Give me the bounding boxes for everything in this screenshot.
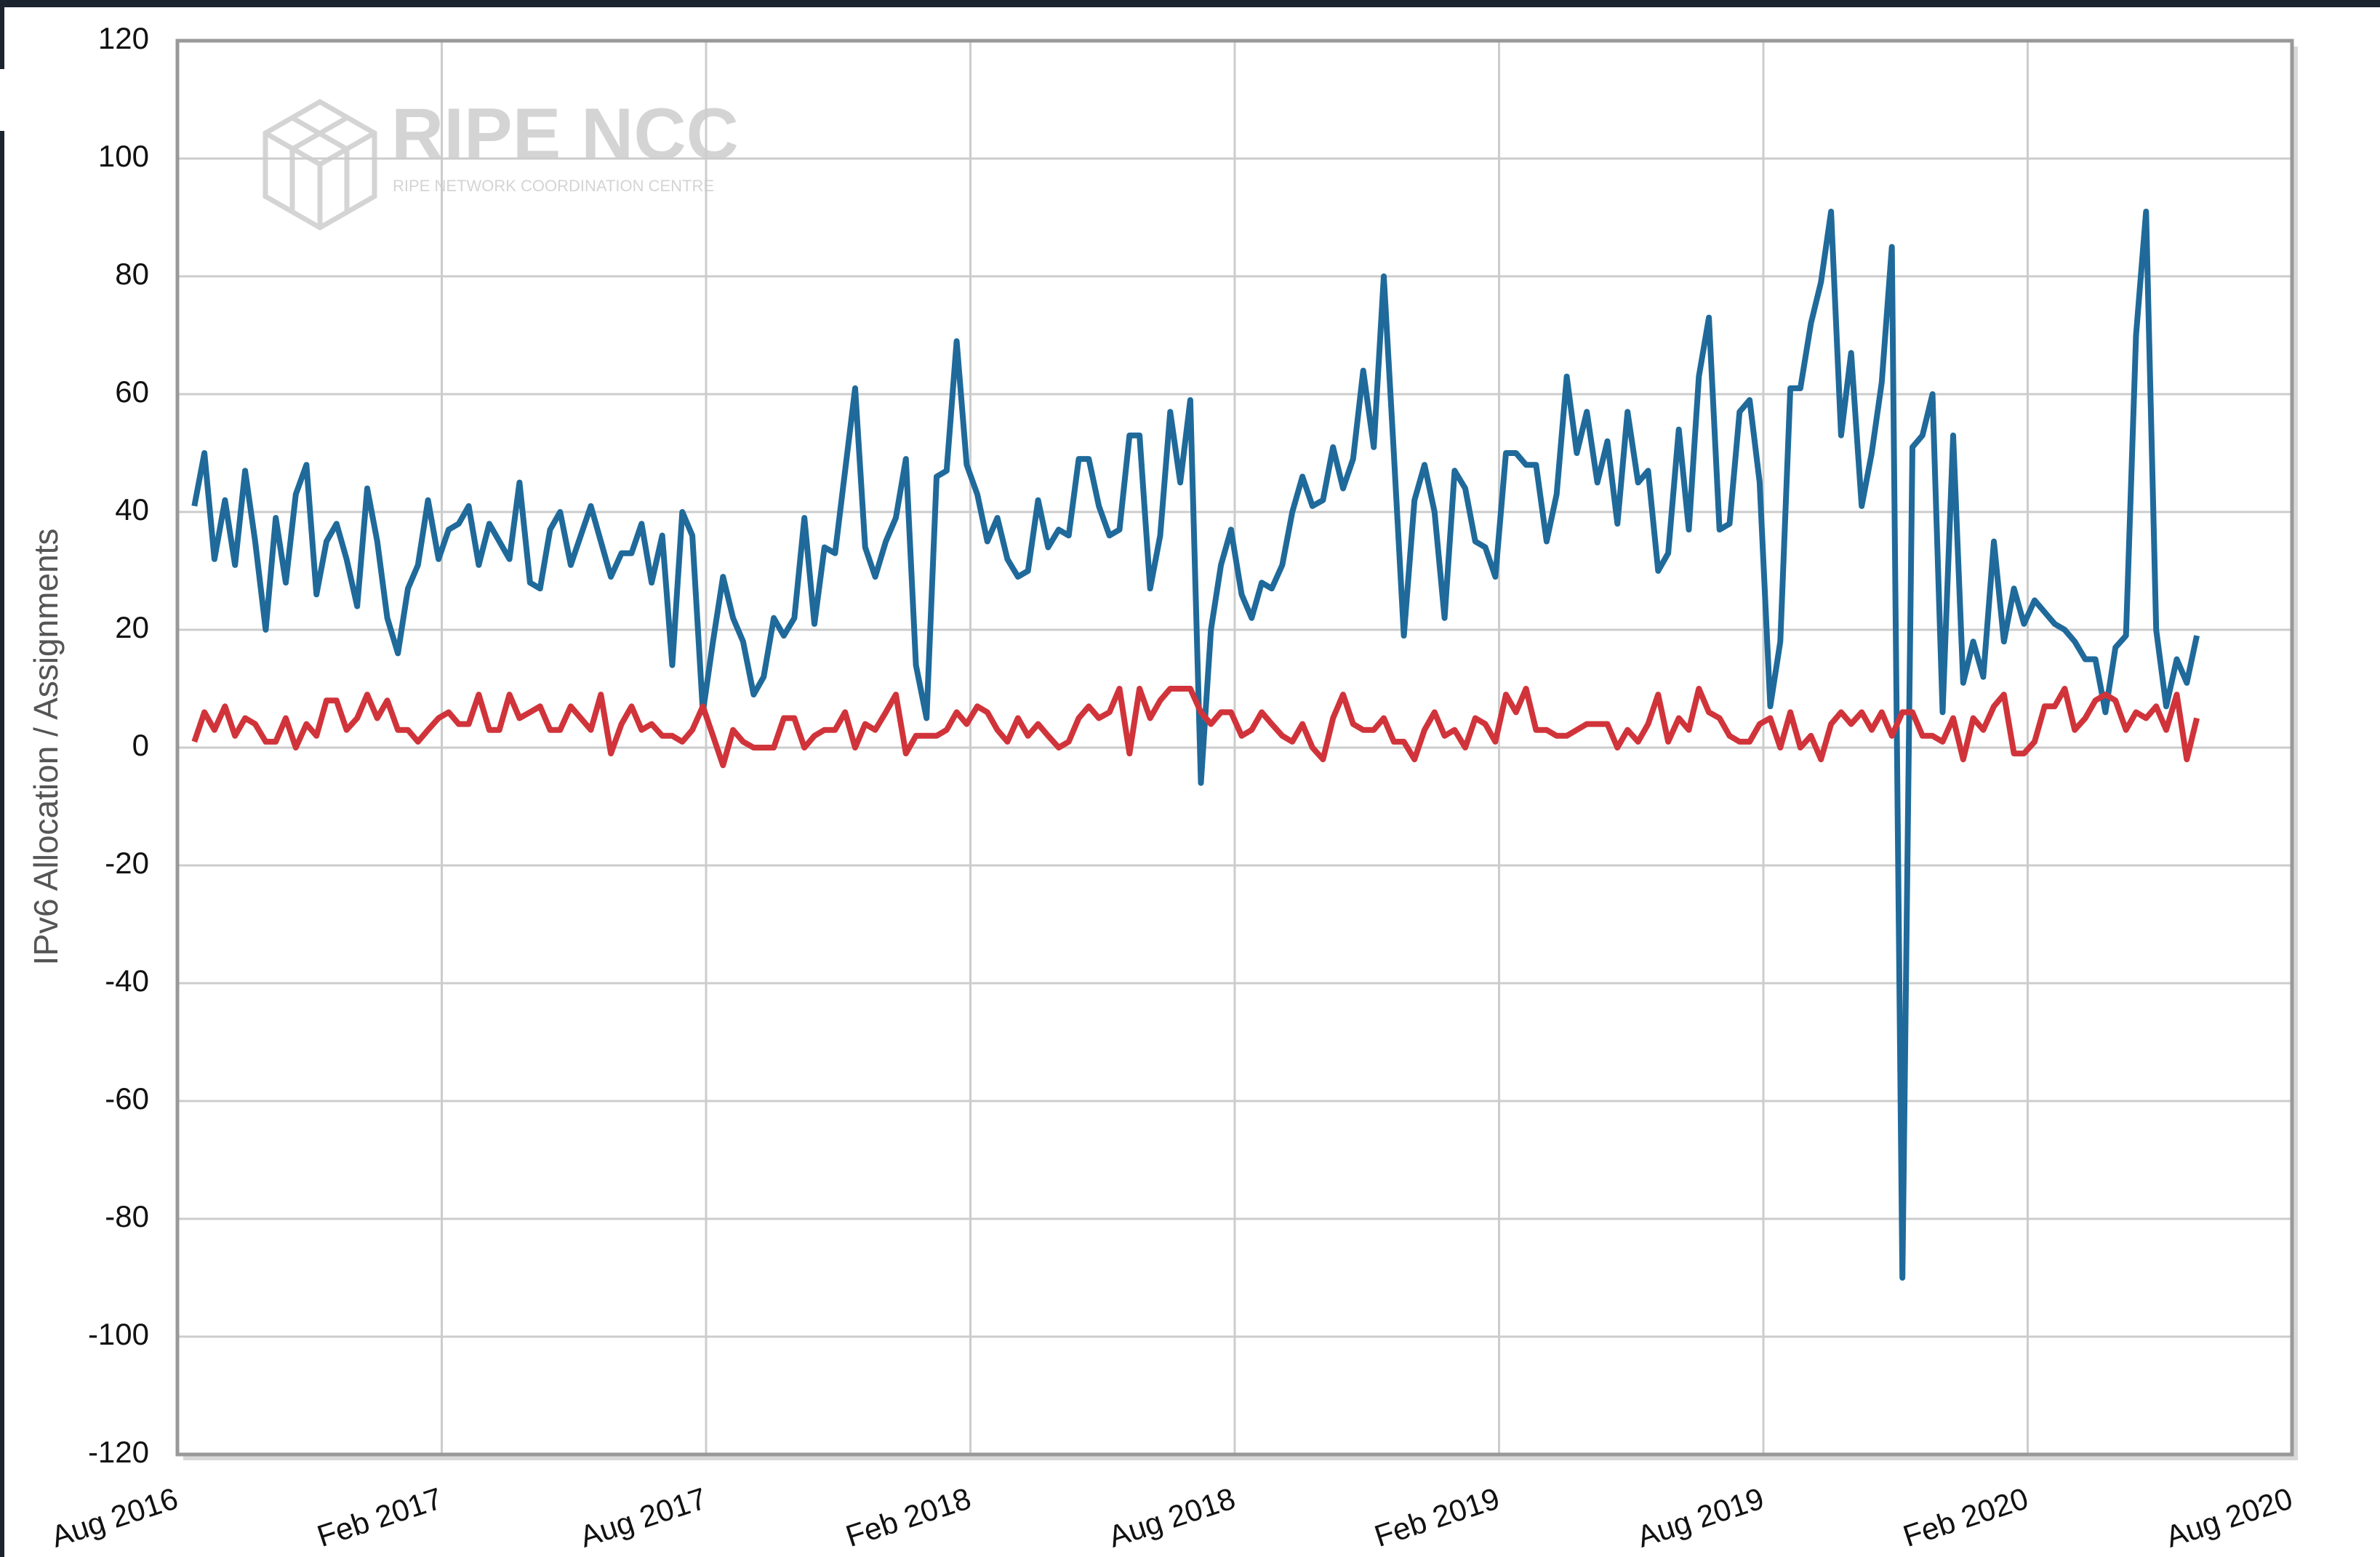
left-edge: [0, 0, 4, 69]
y-tick-label: -60: [105, 1081, 149, 1116]
left-edge: [0, 131, 4, 1557]
y-tick-label: 120: [98, 21, 149, 55]
y-tick-label: -80: [105, 1199, 149, 1233]
watermark-title: RIPE NCC: [391, 93, 739, 175]
y-tick-label: 60: [115, 375, 149, 409]
y-axis-label: IPv6 Allocation / Assignments: [27, 529, 65, 966]
top-bar: [0, 0, 2380, 7]
y-tick-label: -120: [88, 1435, 149, 1469]
watermark-logo: [263, 98, 377, 231]
y-tick-label: -20: [105, 846, 149, 880]
plot-border: [175, 39, 2294, 1457]
watermark-subtitle: RIPE NETWORK COORDINATION CENTRE: [393, 177, 714, 195]
y-tick-label: 40: [115, 492, 149, 527]
y-tick-label: -100: [88, 1317, 149, 1351]
y-tick-label: 80: [115, 257, 149, 291]
y-tick-label: 20: [115, 610, 149, 644]
y-tick-label: 100: [98, 139, 149, 173]
data-line: [191, 208, 2200, 1281]
y-tick-label: 0: [132, 728, 149, 762]
y-tick-label: -40: [105, 964, 149, 998]
data-line: [191, 686, 2200, 769]
